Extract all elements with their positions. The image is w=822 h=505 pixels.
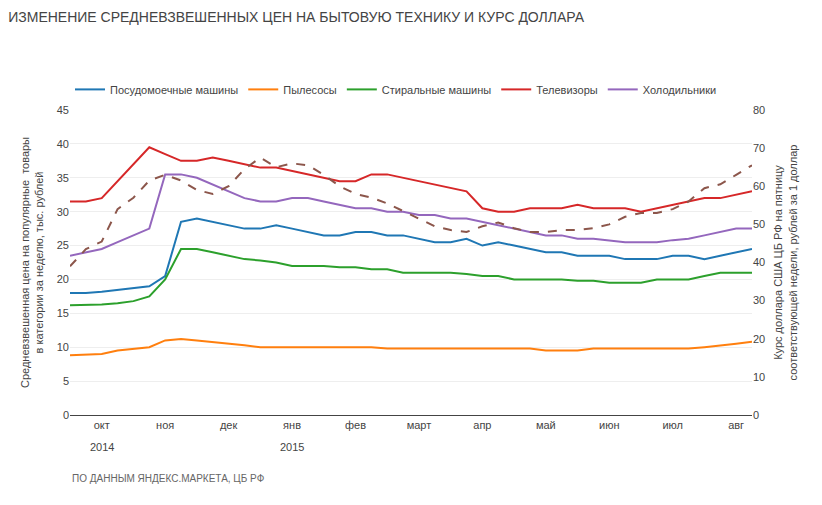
svg-text:окт: окт bbox=[94, 419, 110, 431]
svg-text:40: 40 bbox=[753, 256, 765, 268]
svg-text:янв: янв bbox=[283, 419, 301, 431]
svg-text:0: 0 bbox=[63, 409, 69, 421]
svg-text:Средневзвешенная цена на попул: Средневзвешенная цена на популярные това… bbox=[19, 137, 45, 388]
svg-text:50: 50 bbox=[753, 218, 765, 230]
svg-text:дек: дек bbox=[220, 419, 238, 431]
svg-text:март: март bbox=[407, 419, 432, 431]
svg-text:Холодильники: Холодильники bbox=[643, 84, 716, 96]
svg-text:2014: 2014 bbox=[90, 441, 114, 453]
svg-text:авг: авг bbox=[728, 419, 744, 431]
svg-text:5: 5 bbox=[63, 375, 69, 387]
svg-text:35: 35 bbox=[57, 172, 69, 184]
svg-text:Телевизоры: Телевизоры bbox=[536, 84, 598, 96]
svg-text:45: 45 bbox=[57, 104, 69, 116]
svg-text:20: 20 bbox=[57, 273, 69, 285]
svg-text:фев: фев bbox=[345, 419, 366, 431]
svg-text:май: май bbox=[536, 419, 556, 431]
svg-text:15: 15 bbox=[57, 307, 69, 319]
svg-text:0: 0 bbox=[753, 409, 759, 421]
svg-text:июн: июн bbox=[599, 419, 619, 431]
svg-text:25: 25 bbox=[57, 239, 69, 251]
svg-text:ИЗМЕНЕНИЕ СРЕДНЕВЗВЕШЕННЫХ ЦЕН: ИЗМЕНЕНИЕ СРЕДНЕВЗВЕШЕННЫХ ЦЕН НА БЫТОВУ… bbox=[8, 9, 584, 25]
svg-text:80: 80 bbox=[753, 104, 765, 116]
svg-text:ПО ДАННЫМ ЯНДЕКС.МАРКЕТА, ЦБ Р: ПО ДАННЫМ ЯНДЕКС.МАРКЕТА, ЦБ РФ bbox=[72, 473, 265, 484]
svg-text:60: 60 bbox=[753, 180, 765, 192]
svg-text:Курс доллара США ЦБ РФ на пятн: Курс доллара США ЦБ РФ на пятницусоответ… bbox=[772, 145, 798, 381]
svg-text:июл: июл bbox=[662, 419, 683, 431]
svg-text:40: 40 bbox=[57, 138, 69, 150]
svg-text:10: 10 bbox=[753, 371, 765, 383]
svg-text:Пылесосы: Пылесосы bbox=[283, 84, 337, 96]
svg-text:Посудомоечные машины: Посудомоечные машины bbox=[110, 84, 238, 96]
svg-text:10: 10 bbox=[57, 341, 69, 353]
svg-text:ноя: ноя bbox=[156, 419, 174, 431]
svg-text:30: 30 bbox=[753, 294, 765, 306]
svg-text:30: 30 bbox=[57, 206, 69, 218]
svg-text:Стиральные машины: Стиральные машины bbox=[382, 84, 491, 96]
svg-text:2015: 2015 bbox=[280, 441, 304, 453]
svg-text:70: 70 bbox=[753, 142, 765, 154]
svg-text:апр: апр bbox=[473, 419, 491, 431]
svg-text:20: 20 bbox=[753, 333, 765, 345]
